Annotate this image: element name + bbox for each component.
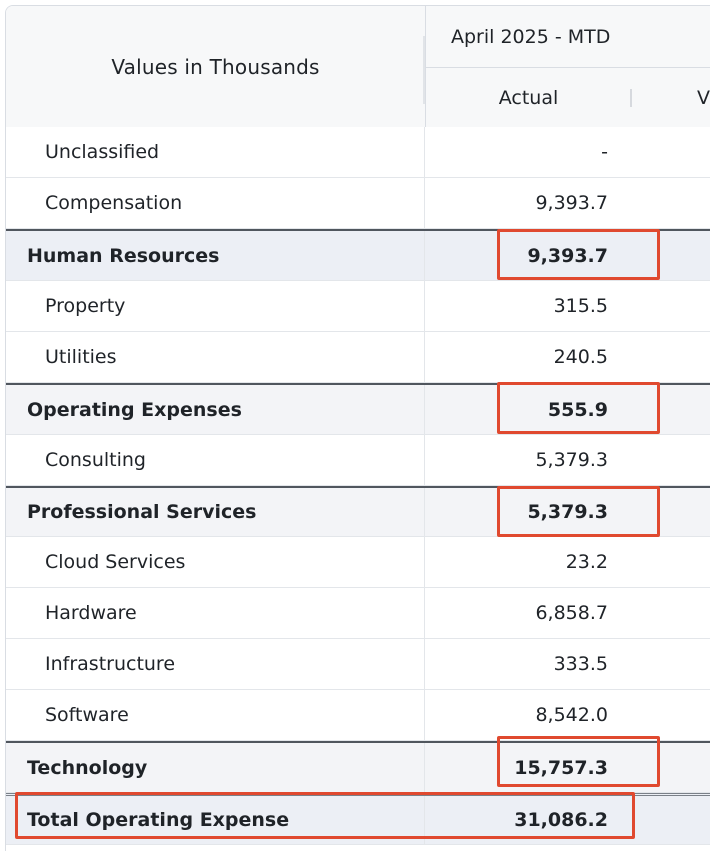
row-technology[interactable]: Technology 15,757.3 [6, 741, 710, 793]
row-operating-expenses[interactable]: Operating Expenses 555.9 [6, 383, 710, 435]
row-label: Total Operating Expense [6, 796, 425, 844]
row-value: 240.5 [553, 346, 608, 368]
row-label: Software [6, 690, 425, 740]
row-label: Unclassified [6, 127, 425, 177]
row-total-operating-expense[interactable]: Total Operating Expense 31,086.2 [6, 793, 710, 845]
row-cloud-services[interactable]: Cloud Services 23.2 [6, 537, 710, 588]
row-unclassified[interactable]: Unclassified - [6, 127, 710, 178]
row-value: 5,379.3 [535, 449, 608, 471]
row-value: 23.2 [565, 551, 608, 573]
row-infrastructure[interactable]: Infrastructure 333.5 [6, 639, 710, 690]
row-value: 6,858.7 [535, 602, 608, 624]
row-value: 8,542.0 [535, 704, 608, 726]
row-professional-services[interactable]: Professional Services 5,379.3 [6, 486, 710, 537]
row-value: 333.5 [553, 653, 608, 675]
values-in-thousands-header[interactable]: Values in Thousands [6, 6, 426, 127]
next-column-header[interactable]: V [697, 87, 710, 109]
row-value: 9,393.7 [527, 244, 608, 267]
row-value: 555.9 [547, 398, 608, 421]
grid-header: Values in Thousands April 2025 - MTD Act… [6, 6, 710, 128]
row-hardware[interactable]: Hardware 6,858.7 [6, 588, 710, 639]
row-consulting[interactable]: Consulting 5,379.3 [6, 435, 710, 486]
row-value: 15,757.3 [514, 756, 608, 779]
row-label: Hardware [6, 588, 425, 638]
row-value: 5,379.3 [527, 501, 608, 523]
column-resize-handle[interactable] [630, 89, 632, 107]
row-value: 31,086.2 [514, 809, 608, 831]
row-label: Operating Expenses [6, 385, 425, 434]
row-label: Cloud Services [6, 537, 425, 587]
april-2025-mtd-header[interactable]: April 2025 - MTD [426, 6, 710, 68]
row-utilities[interactable]: Utilities 240.5 [6, 332, 710, 383]
expense-grid: Values in Thousands April 2025 - MTD Act… [5, 5, 710, 851]
header-separator [423, 36, 425, 104]
row-human-resources[interactable]: Human Resources 9,393.7 [6, 229, 710, 281]
row-property[interactable]: Property 315.5 [6, 281, 710, 332]
row-label: Human Resources [6, 231, 425, 280]
row-label: Professional Services [6, 488, 425, 536]
row-label: Property [6, 281, 425, 331]
row-value: - [601, 141, 608, 163]
row-compensation[interactable]: Compensation 9,393.7 [6, 178, 710, 229]
row-label: Technology [6, 743, 425, 792]
row-label: Utilities [6, 332, 425, 382]
row-label: Infrastructure [6, 639, 425, 689]
row-label: Compensation [6, 178, 425, 228]
row-software[interactable]: Software 8,542.0 [6, 690, 710, 741]
row-value: 9,393.7 [535, 192, 608, 214]
row-label: Consulting [6, 435, 425, 485]
actual-column-header[interactable]: Actual [498, 87, 559, 109]
row-value: 315.5 [553, 295, 608, 317]
